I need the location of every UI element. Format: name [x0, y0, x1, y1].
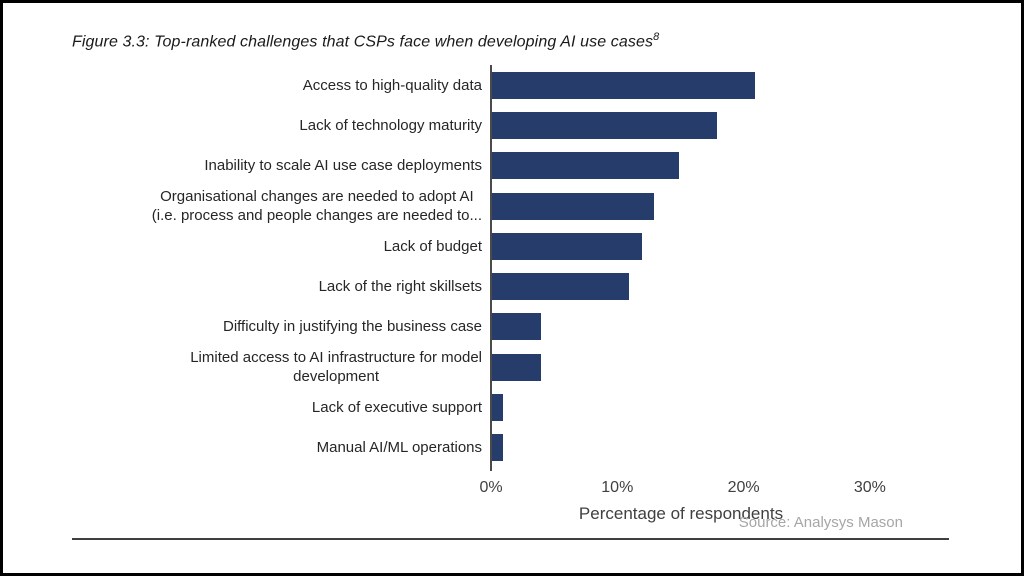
category-label-text: Lack of budget	[383, 237, 482, 255]
bar-area	[490, 347, 972, 387]
chart-row: Organisational changes are needed to ado…	[72, 186, 972, 226]
bar-chart: Access to high-quality data Lack of techn…	[72, 65, 972, 496]
x-axis-tick-label: 10%	[601, 479, 634, 496]
bar-area	[490, 428, 972, 468]
y-axis-line	[490, 65, 492, 471]
bar-area	[490, 105, 972, 145]
category-label: Lack of budget	[72, 237, 490, 256]
bar-area	[490, 387, 972, 427]
figure-title: Figure 3.3: Top-ranked challenges that C…	[72, 31, 659, 51]
bottom-divider	[72, 538, 949, 540]
bar-area	[490, 307, 972, 347]
category-label: Lack of executive support	[72, 398, 490, 417]
bar-area	[490, 146, 972, 186]
category-label-text: Organisational changes are needed to ado…	[151, 188, 482, 225]
chart-row: Lack of budget	[72, 226, 972, 266]
chart-row: Lack of the right skillsets	[72, 266, 972, 306]
bar	[490, 152, 680, 180]
category-label: Inability to scale AI use case deploymen…	[72, 156, 490, 175]
chart-row: Lack of executive support	[72, 387, 972, 427]
category-label: Difficulty in justifying the business ca…	[72, 317, 490, 336]
bar	[490, 192, 655, 220]
chart-row: Manual AI/ML operations	[72, 428, 972, 468]
bar	[490, 273, 629, 301]
chart-row: Difficulty in justifying the business ca…	[72, 307, 972, 347]
figure-title-footnote: 8	[653, 31, 660, 43]
bar-area	[490, 186, 972, 226]
category-label: Access to high-quality data	[72, 76, 490, 95]
bar	[490, 394, 503, 422]
source-caption: Source: Analysys Mason	[738, 514, 903, 531]
bar	[490, 71, 756, 99]
category-label: Manual AI/ML operations	[72, 438, 490, 457]
category-label: Lack of the right skillsets	[72, 277, 490, 296]
bar-area	[490, 266, 972, 306]
bar	[490, 353, 541, 381]
category-label: Lack of technology maturity	[72, 116, 490, 135]
chart-row: Inability to scale AI use case deploymen…	[72, 146, 972, 186]
x-axis-tick-label: 20%	[727, 479, 760, 496]
bar	[490, 111, 718, 139]
x-axis-tick-label: 0%	[479, 479, 503, 496]
bar-area	[490, 226, 972, 266]
chart-row: Limited access to AI infrastructure for …	[72, 347, 972, 387]
bar	[490, 232, 642, 260]
bar-rows: Access to high-quality data Lack of techn…	[72, 65, 972, 468]
category-label: Limited access to AI infrastructure for …	[72, 348, 490, 386]
chart-row: Access to high-quality data	[72, 65, 972, 105]
bar-area	[490, 65, 972, 105]
category-label-text: Lack of executive support	[311, 399, 482, 417]
figure-title-text: Figure 3.3: Top-ranked challenges that C…	[72, 33, 654, 51]
x-axis-ticks: 0% 10% 20% 30%	[72, 479, 972, 499]
category-label-text: Lack of the right skillsets	[318, 278, 482, 296]
category-label-text: Access to high-quality data	[302, 76, 482, 94]
x-axis-tick-label: 30%	[853, 479, 886, 496]
chart-row: Lack of technology maturity	[72, 105, 972, 145]
bar	[490, 313, 541, 341]
category-label-text: Manual AI/ML operations	[316, 439, 482, 457]
category-label: Organisational changes are needed to ado…	[72, 187, 490, 225]
x-axis-title: Percentage of respondents	[578, 504, 784, 523]
category-label-text: Inability to scale AI use case deploymen…	[204, 157, 482, 175]
category-label-text: Lack of technology maturity	[299, 116, 482, 134]
category-label-text: Difficulty in justifying the business ca…	[222, 318, 482, 336]
bar	[490, 434, 503, 462]
category-label-text: Limited access to AI infrastructure for …	[190, 349, 482, 386]
